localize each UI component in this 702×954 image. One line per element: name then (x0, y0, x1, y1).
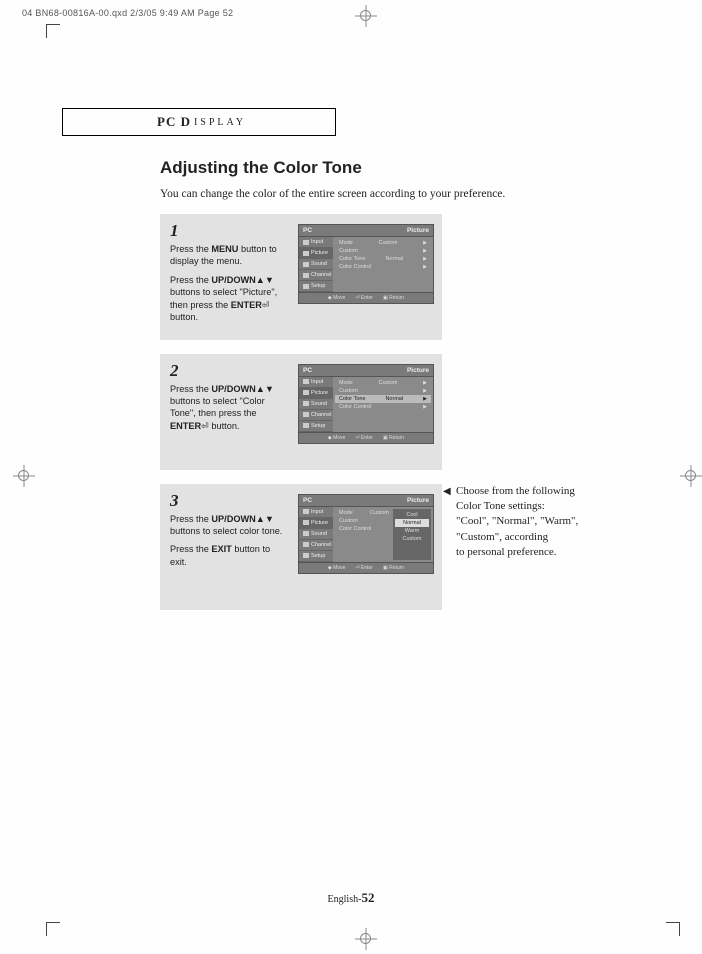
side-note: ◀ Choose from the following Color Tone s… (456, 484, 654, 561)
section-title-1: PC D (157, 114, 191, 130)
updown-icon: ▲▼ (256, 384, 274, 394)
osd-row: ModeCustom▶ (335, 239, 431, 247)
osd-side-item: Sound (299, 529, 333, 540)
osd-side-item: Picture (299, 388, 333, 399)
osd-screenshot-1: PCPicture Input Picture Sound Channel Se… (298, 224, 434, 304)
caret-left-icon: ◀ (443, 485, 451, 499)
osd-side-item: Channel (299, 270, 333, 281)
osd-header: PCPicture (298, 494, 434, 507)
step-3: 3 Press the UP/DOWN▲▼ buttons to select … (160, 484, 442, 610)
enter-icon: ⏎ (262, 300, 270, 310)
osd-body: Input Picture Sound Channel Setup ModeCu… (298, 237, 434, 293)
page-footer: English-52 (0, 890, 702, 906)
updown-icon: ▲▼ (256, 514, 274, 524)
osd-option: Warm (395, 527, 429, 535)
osd-sidebar: Input Picture Sound Channel Setup (299, 377, 333, 432)
page-content: Adjusting the Color Tone You can change … (160, 158, 660, 624)
step-2: 2 Press the UP/DOWN▲▼ buttons to select … (160, 354, 442, 470)
osd-footer: ◆ Move⏎ Enter▣ Return (298, 433, 434, 444)
osd-row: Color Control (335, 525, 393, 533)
osd-screenshot-3: PCPicture Input Picture Sound Channel Se… (298, 494, 434, 574)
enter-icon: ⏎ (201, 421, 209, 431)
intro-text: You can change the color of the entire s… (160, 188, 660, 200)
osd-row: Custom (335, 517, 393, 525)
osd-row: ModeCustom (335, 509, 393, 517)
osd-main: ModeCustom▶ Custom▶ Color ToneNormal▶ Co… (333, 377, 433, 432)
osd-row: Custom▶ (335, 387, 431, 395)
osd-side-item: Picture (299, 248, 333, 259)
osd-footer: ◆ Move⏎ Enter▣ Return (298, 563, 434, 574)
osd-main: ModeCustom▶ Custom▶ Color ToneNormal▶ Co… (333, 237, 433, 292)
osd-dropdown: Cool Normal Warm Custom (393, 509, 431, 560)
osd-side-item: Input (299, 507, 333, 518)
page-title: Adjusting the Color Tone (160, 158, 660, 178)
registration-mark-icon (685, 470, 696, 481)
osd-body: Input Picture Sound Channel Setup ModeCu… (298, 507, 434, 563)
osd-main: ModeCustom Custom Color Control Cool Nor… (333, 507, 433, 562)
osd-side-item: Input (299, 237, 333, 248)
osd-option: Cool (395, 511, 429, 519)
section-title-2: ISPLAY (194, 117, 246, 128)
osd-row: ModeCustom▶ (335, 379, 431, 387)
osd-row: Color Control▶ (335, 403, 431, 411)
osd-option: Custom (395, 535, 429, 543)
osd-side-item: Input (299, 377, 333, 388)
osd-side-item: Channel (299, 410, 333, 421)
osd-body: Input Picture Sound Channel Setup ModeCu… (298, 377, 434, 433)
registration-mark-icon (360, 933, 371, 944)
section-header: PC D ISPLAY (62, 108, 336, 136)
updown-icon: ▲▼ (256, 275, 274, 285)
osd-row: Color ToneNormal▶ (335, 395, 431, 403)
step-text: Press the UP/DOWN▲▼ buttons to select co… (170, 513, 288, 569)
osd-sidebar: Input Picture Sound Channel Setup (299, 237, 333, 292)
osd-side-item: Setup (299, 421, 333, 432)
osd-side-item: Setup (299, 281, 333, 292)
osd-row: Custom▶ (335, 247, 431, 255)
osd-side-item: Picture (299, 518, 333, 529)
osd-side-item: Sound (299, 399, 333, 410)
osd-screenshot-2: PCPicture Input Picture Sound Channel Se… (298, 364, 434, 444)
osd-sidebar: Input Picture Sound Channel Setup (299, 507, 333, 562)
crop-mark-icon (46, 916, 60, 930)
osd-side-item: Channel (299, 540, 333, 551)
osd-header: PCPicture (298, 224, 434, 237)
registration-mark-icon (360, 10, 371, 21)
osd-option: Normal (395, 519, 429, 527)
step-text: Press the UP/DOWN▲▼ buttons to select "C… (170, 383, 288, 433)
osd-side-item: Sound (299, 259, 333, 270)
print-header: 04 BN68-00816A-00.qxd 2/3/05 9:49 AM Pag… (22, 8, 233, 18)
step-1: 1 Press the MENU button to display the m… (160, 214, 442, 340)
crop-mark-icon (666, 916, 680, 930)
osd-footer: ◆ Move⏎ Enter▣ Return (298, 293, 434, 304)
registration-mark-icon (18, 470, 29, 481)
step-text: Press the MENU button to display the men… (170, 243, 288, 324)
step-3-wrap: 3 Press the UP/DOWN▲▼ buttons to select … (160, 484, 660, 610)
osd-header: PCPicture (298, 364, 434, 377)
osd-side-item: Setup (299, 551, 333, 562)
osd-row: Color Control▶ (335, 263, 431, 271)
crop-mark-icon (46, 24, 60, 38)
osd-row: Color ToneNormal▶ (335, 255, 431, 263)
